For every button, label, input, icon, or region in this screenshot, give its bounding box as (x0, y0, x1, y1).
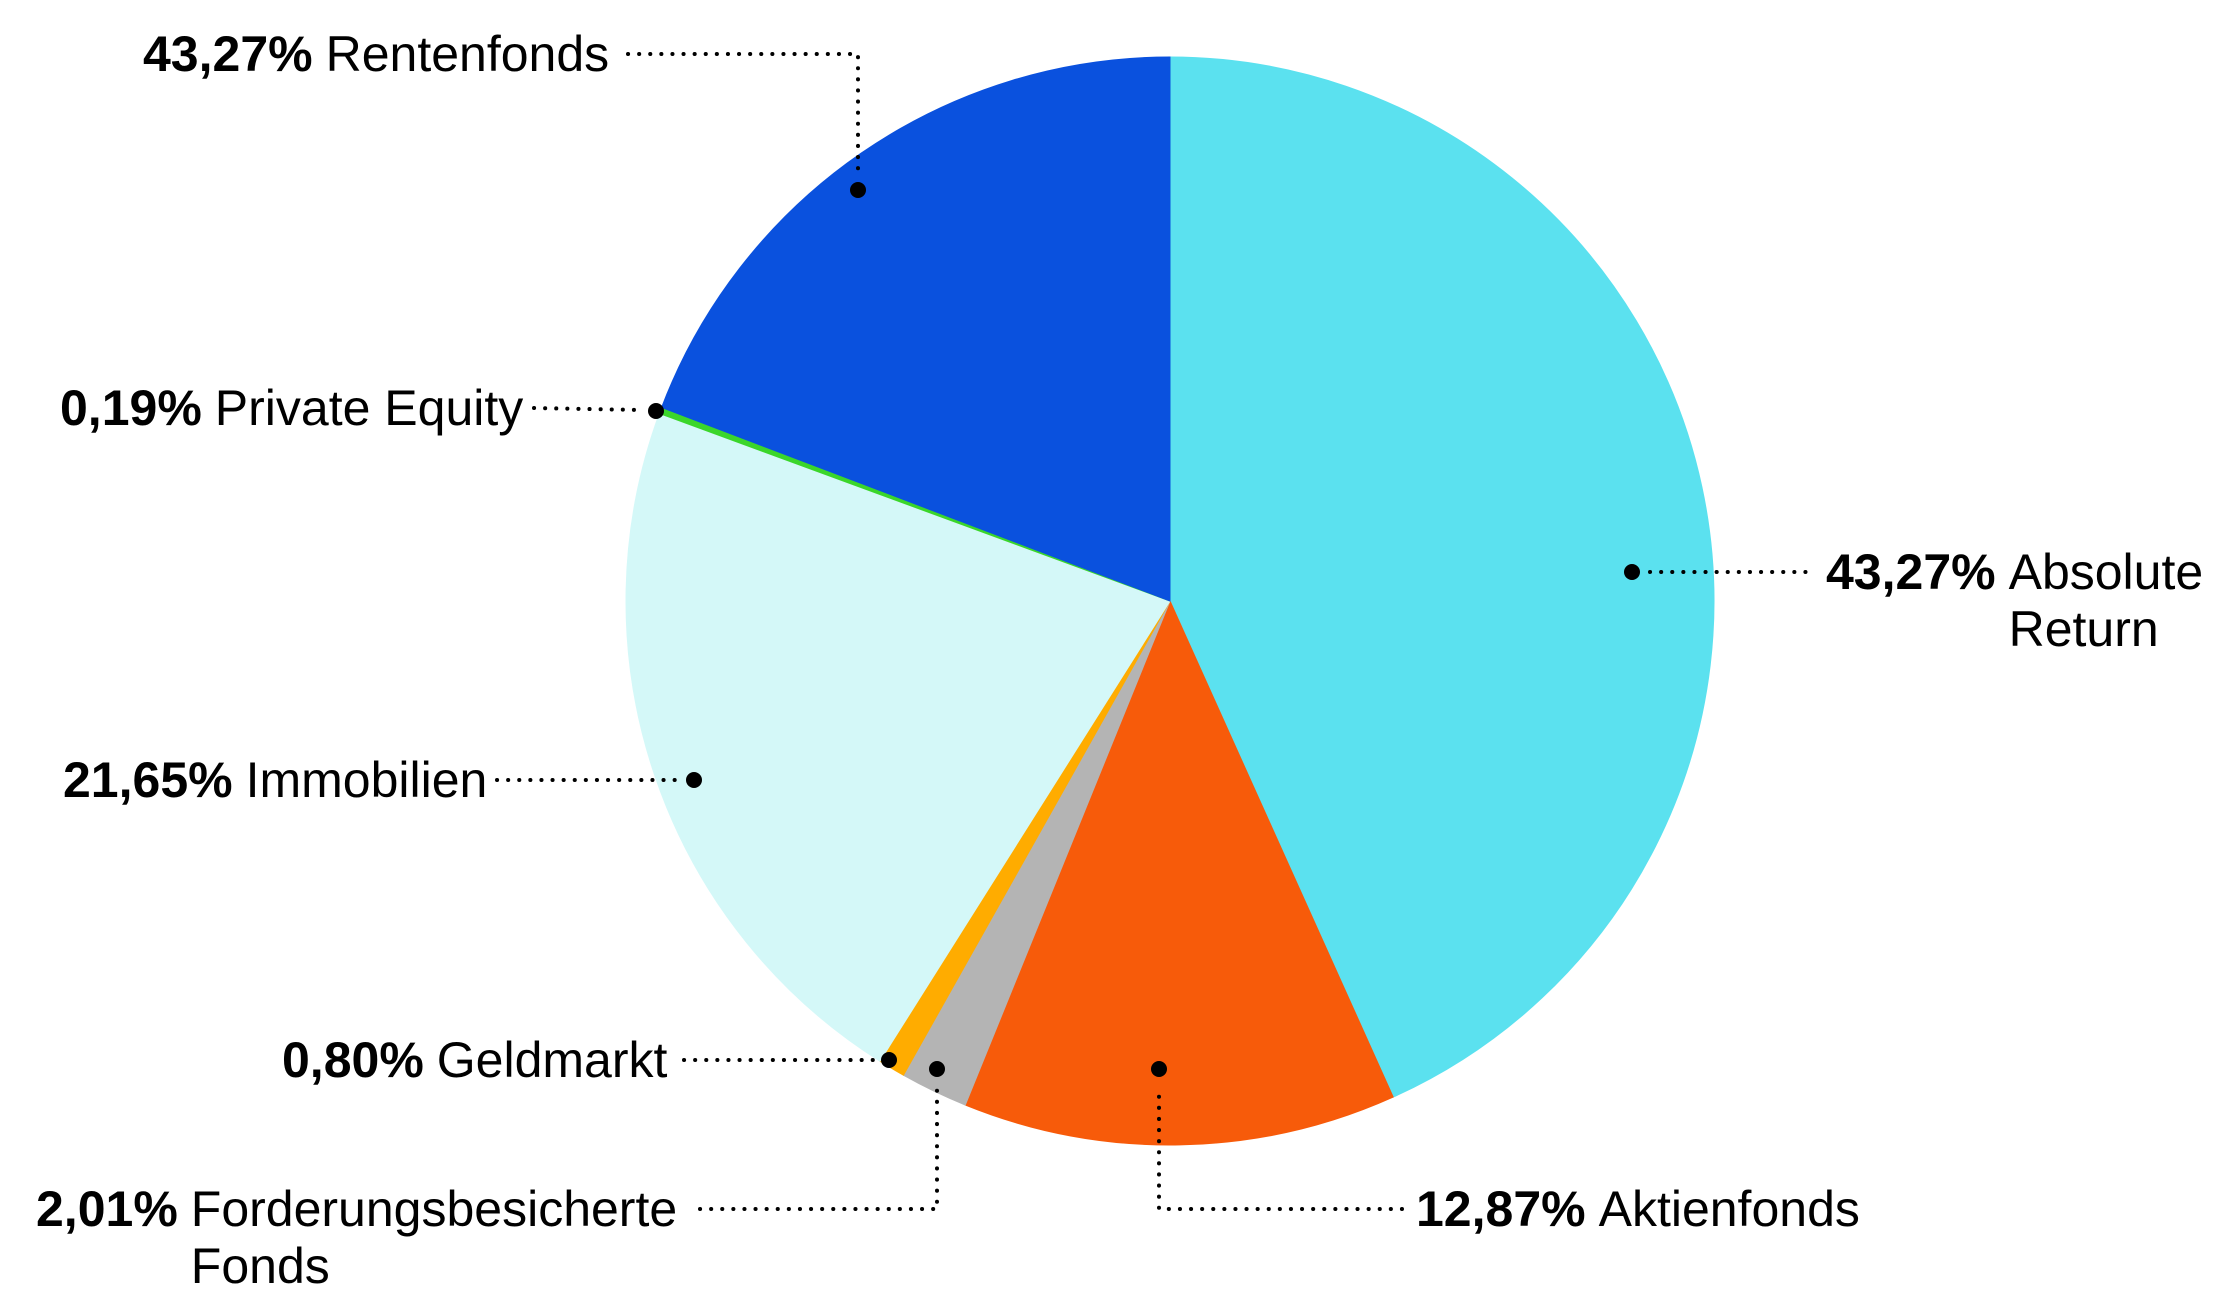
leader-dot-geldmarkt (881, 1052, 897, 1068)
pie-slice-rentenfonds (660, 56, 1171, 602)
label-geldmarkt-pct: 0,80% (282, 1032, 424, 1088)
label-forderungsbesicherte-fonds-pct: 2,01% (36, 1181, 178, 1237)
label-aktienfonds-name: Aktienfonds (1598, 1181, 1860, 1237)
label-rentenfonds: 43,27% Rentenfonds (143, 26, 609, 83)
label-absolute-return-pct: 43,27% (1826, 544, 1996, 600)
label-immobilien-pct: 21,65% (63, 752, 233, 808)
label-rentenfonds-pct: 43,27% (143, 26, 313, 82)
leader-rentenfonds (626, 52, 860, 178)
label-absolute-return-name: Absolute Return (2008, 544, 2204, 657)
label-geldmarkt-name: Geldmarkt (436, 1032, 668, 1088)
leader-dot-aktienfonds (1151, 1061, 1167, 1077)
leader-forderungsbesicherte-fonds (698, 1084, 939, 1211)
label-aktienfonds: 12,87% Aktienfonds (1416, 1181, 1860, 1238)
leader-dot-absolute-return (1624, 564, 1640, 580)
label-private-equity: 0,19% Private Equity (60, 380, 523, 437)
pie-slices (625, 56, 1715, 1146)
label-aktienfonds-pct: 12,87% (1416, 1181, 1586, 1237)
leader-dot-immobilien (686, 772, 702, 788)
label-rentenfonds-name: Rentenfonds (325, 26, 610, 82)
pie-slice-immobilien (625, 412, 1171, 1062)
label-geldmarkt: 0,80% Geldmarkt (282, 1032, 667, 1089)
label-immobilien: 21,65% Immobilien (63, 752, 487, 809)
label-absolute-return: 43,27% Absolute Return (1826, 544, 2213, 658)
pie-slice-aktienfonds (964, 599, 1394, 1146)
label-forderungsbesicherte-fonds: 2,01% Forderungsbesicherte Fonds (36, 1181, 731, 1292)
label-immobilien-name: Immobilien (245, 752, 488, 808)
label-forderungsbesicherte-fonds-name: Forderungsbesicherte Fonds (190, 1181, 678, 1292)
leader-dot-rentenfonds (850, 182, 866, 198)
pie-slice-absolute-return (1169, 56, 1715, 1098)
leader-dot-private-equity (648, 403, 664, 419)
callout-leaders (495, 52, 1818, 1211)
leader-dot-forderungsbesicherte-fonds (929, 1061, 945, 1077)
leader-private-equity (532, 406, 644, 412)
leader-aktienfonds (1157, 1084, 1404, 1211)
label-private-equity-name: Private Equity (214, 380, 524, 436)
label-private-equity-pct: 0,19% (60, 380, 202, 436)
